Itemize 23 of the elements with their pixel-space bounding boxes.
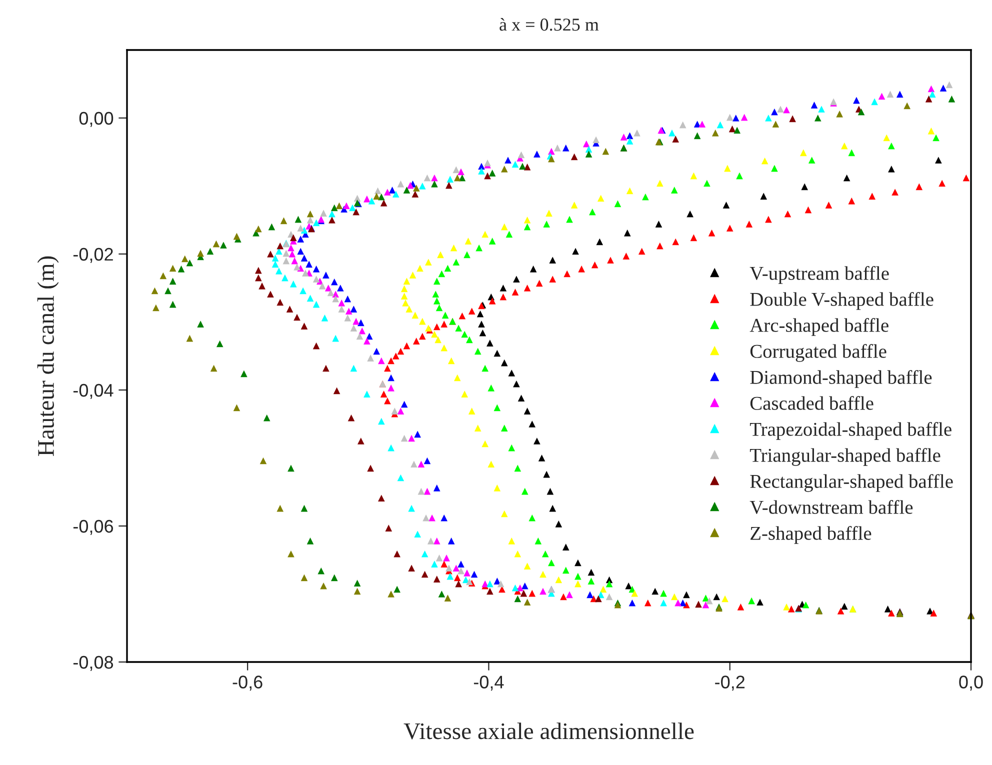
legend-label: Triangular-shaped baffle <box>750 448 940 466</box>
x-tick-label: -0,2 <box>715 676 745 691</box>
y-tick-label: -0,06 <box>73 520 114 535</box>
y-tick-label: -0,04 <box>73 384 114 399</box>
legend-label: Corrugated baffle <box>750 344 886 362</box>
legend-label: V-downstream baffle <box>750 500 913 514</box>
legend-label: Trapezoidal-shaped baffle <box>750 422 952 440</box>
y-axis-title: Hauteur du canal (m) <box>37 256 59 456</box>
y-tick-label: 0,00 <box>79 112 114 127</box>
chart-title: à x = 0.525 m <box>500 18 599 31</box>
x-axis-title: Vitesse axiale adimensionnelle <box>404 722 694 740</box>
legend-label: Z-shaped baffle <box>750 526 872 544</box>
legend-label: Diamond-shaped baffle <box>750 370 932 388</box>
y-tick-label: -0,02 <box>73 248 113 263</box>
legend-label: Cascaded baffle <box>750 396 874 410</box>
x-tick-label: -0,4 <box>474 676 504 691</box>
legend-label: Rectangular-shaped baffle <box>750 474 953 492</box>
y-tick-label: -0,08 <box>73 656 114 671</box>
legend-label: Arc-shaped baffle <box>750 318 888 336</box>
x-tick-label: 0,0 <box>959 676 983 691</box>
legend-label: V-upstream baffle <box>750 266 889 284</box>
x-tick-label: -0,6 <box>232 676 262 691</box>
legend-label: Double V-shaped baffle <box>750 292 934 310</box>
